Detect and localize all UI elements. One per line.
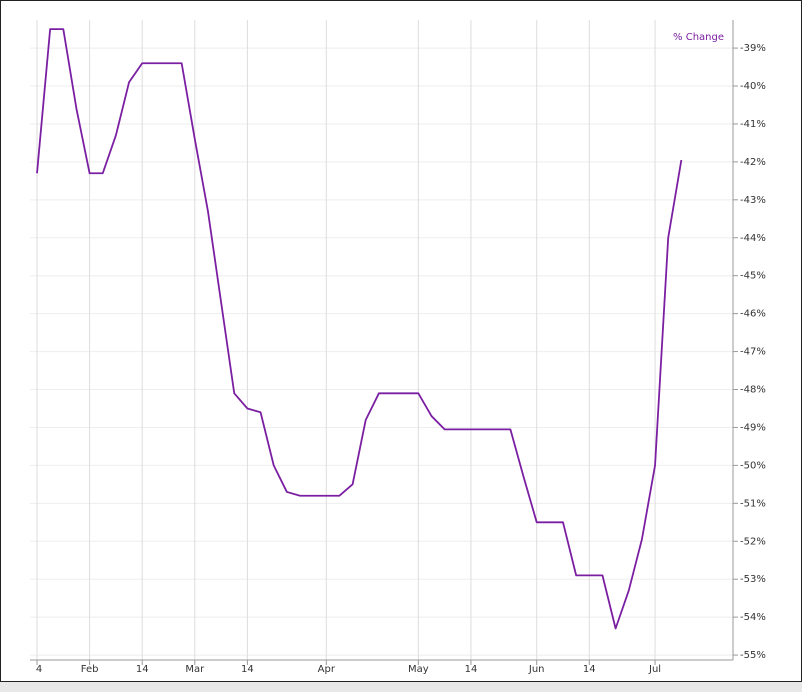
y-tick-label: -49% [740, 422, 766, 433]
y-tick-label: -44% [740, 233, 766, 244]
y-tick-label: -41% [740, 119, 766, 130]
y-tick-label: -54% [740, 612, 766, 623]
x-tick-label: Feb [81, 664, 99, 675]
x-tick-label: Jun [528, 664, 545, 675]
legend-entry: % Change [673, 32, 724, 43]
y-tick-label: -40% [740, 81, 766, 92]
x-tick-label: 14 [465, 664, 478, 675]
x-tick-label: 14 [241, 664, 254, 675]
y-tick-label: -51% [740, 498, 766, 509]
y-tick-label: -43% [740, 195, 766, 206]
x-tick-label: May [408, 664, 429, 675]
x-tick-label: Mar [185, 664, 205, 675]
x-tick-label: Jul [648, 664, 661, 675]
x-tick-label: 14 [136, 664, 149, 675]
y-tick-label: -52% [740, 536, 766, 547]
y-tick-label: -48% [740, 385, 766, 396]
x-tick-label: 14 [583, 664, 596, 675]
y-tick-label: -50% [740, 460, 766, 471]
y-tick-label: -53% [740, 574, 766, 585]
y-tick-label: -45% [740, 271, 766, 282]
data-line [36, 28, 683, 630]
plot [36, 28, 683, 630]
y-tick-label: -39% [740, 43, 766, 54]
x-tick-label: 4 [36, 664, 42, 675]
y-tick-label: -55% [740, 650, 766, 661]
x-tick-label: Apr [318, 664, 336, 675]
grid: -39% -40% -41% -42% -43% -44% -45% -46% -47% -48%… [30, 20, 766, 675]
y-tick-label: -46% [740, 309, 766, 320]
footer-strip [0, 682, 802, 692]
y-tick-label: -42% [740, 157, 766, 168]
y-tick-label: -47% [740, 347, 766, 358]
